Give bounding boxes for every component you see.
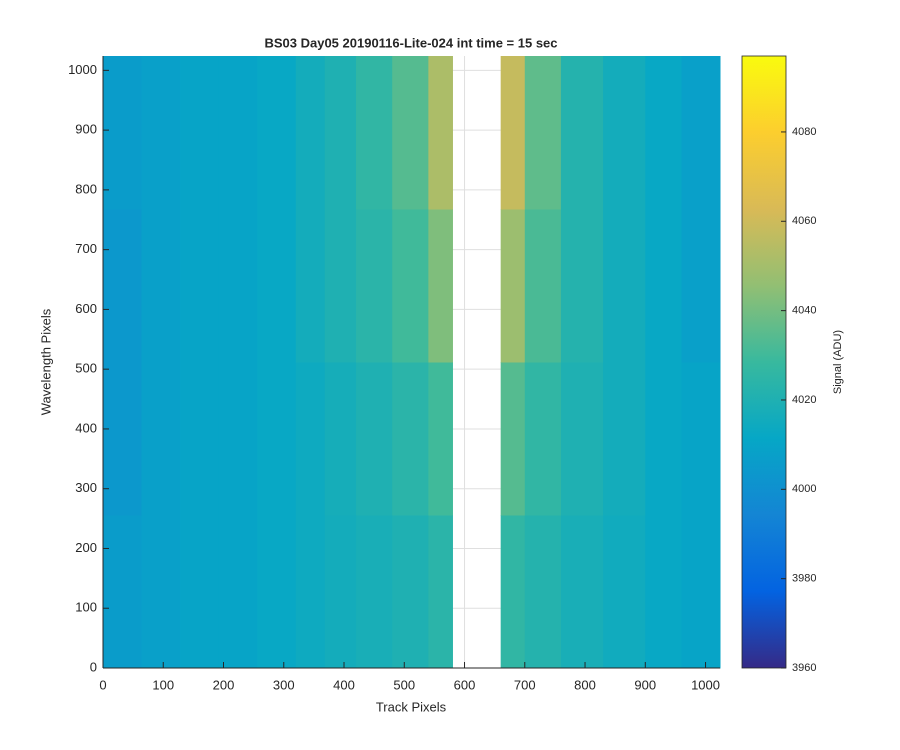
heat-cell	[356, 209, 393, 363]
heat-cell	[218, 209, 258, 363]
heat-cell	[257, 56, 297, 210]
heat-cell	[603, 56, 646, 210]
heat-cell	[428, 209, 453, 363]
heat-cell	[324, 209, 357, 363]
colorbar-tick-label: 4080	[792, 126, 816, 138]
heat-cell	[560, 56, 604, 210]
heat-cell	[560, 515, 604, 669]
colorbar	[741, 55, 787, 669]
x-tick-label: 0	[99, 677, 106, 692]
x-tick-label: 500	[393, 677, 415, 692]
heat-cell	[681, 209, 721, 363]
y-tick-label: 500	[75, 361, 97, 376]
x-tick-label: 200	[213, 677, 235, 692]
x-tick-label: 700	[514, 677, 536, 692]
heat-cell	[392, 209, 429, 363]
heat-cell	[524, 362, 562, 516]
heat-cell	[218, 515, 258, 669]
heat-cell	[681, 56, 721, 210]
heat-cell	[681, 362, 721, 516]
heat-cell	[295, 362, 326, 516]
heat-cell	[103, 362, 143, 516]
x-tick-label: 800	[574, 677, 596, 692]
heat-cell	[103, 209, 143, 363]
heat-cell	[218, 362, 258, 516]
heat-cell	[645, 515, 682, 669]
y-tick-label: 700	[75, 241, 97, 256]
heat-cell	[324, 515, 357, 669]
heat-cell	[356, 515, 393, 669]
heat-cell	[392, 362, 429, 516]
heat-cell	[356, 56, 393, 210]
heat-cell	[560, 362, 604, 516]
heat-cell	[295, 56, 326, 210]
y-tick-label: 0	[90, 659, 97, 674]
heat-cell	[560, 209, 604, 363]
heat-cell	[428, 56, 453, 210]
heat-cell	[356, 362, 393, 516]
x-axis-label: Track Pixels	[376, 699, 447, 714]
heat-cell	[218, 56, 258, 210]
heat-cell	[500, 515, 526, 669]
x-tick-label: 100	[152, 677, 174, 692]
colorbar-tick-label: 4020	[792, 394, 816, 406]
x-tick-label: 300	[273, 677, 295, 692]
heat-cell	[500, 56, 526, 210]
heat-cell	[392, 56, 429, 210]
heat-cell	[392, 515, 429, 669]
y-tick-label: 900	[75, 122, 97, 137]
heat-cell	[524, 209, 562, 363]
x-tick-label: 600	[454, 677, 476, 692]
heat-cell	[141, 515, 181, 669]
heat-cell	[180, 209, 220, 363]
heat-cell	[645, 209, 682, 363]
y-tick-label: 400	[75, 420, 97, 435]
colorbar-tick-label: 3980	[792, 573, 816, 585]
colorbar-tick-label: 4060	[792, 215, 816, 227]
heat-cell	[324, 56, 357, 210]
heat-cell	[257, 362, 297, 516]
x-tick-label: 1000	[691, 677, 720, 692]
y-axis-label: Wavelength Pixels	[38, 308, 53, 415]
heat-cell	[681, 515, 721, 669]
chart-title: BS03 Day05 20190116-Lite-024 int time = …	[264, 35, 557, 50]
x-tick-label: 400	[333, 677, 355, 692]
heat-cell	[428, 362, 453, 516]
colorbar-label: Signal (ADU)	[832, 330, 844, 394]
heat-cell	[103, 515, 143, 669]
heat-cell	[180, 515, 220, 669]
heat-cell	[103, 56, 143, 210]
heat-cell	[428, 515, 453, 669]
y-tick-label: 1000	[68, 62, 97, 77]
heat-cell	[141, 56, 181, 210]
heat-cell	[645, 56, 682, 210]
heat-cell	[645, 362, 682, 516]
heat-cell	[257, 515, 297, 669]
heat-cell	[603, 362, 646, 516]
y-tick-label: 200	[75, 540, 97, 555]
y-tick-label: 300	[75, 480, 97, 495]
heat-cell	[295, 515, 326, 669]
colorbar-tick-label: 4000	[792, 483, 816, 495]
heat-cell	[141, 362, 181, 516]
y-tick-label: 600	[75, 301, 97, 316]
heat-cell	[257, 209, 297, 363]
y-tick-label: 800	[75, 181, 97, 196]
colorbar-tick-label: 4040	[792, 305, 816, 317]
heat-cell	[500, 209, 526, 363]
heat-cell	[141, 209, 181, 363]
x-tick-label: 900	[634, 677, 656, 692]
heat-cell	[603, 209, 646, 363]
colorbar-tick-label: 3960	[792, 662, 816, 674]
heat-cell	[180, 362, 220, 516]
heat-cell	[324, 362, 357, 516]
heat-cell	[180, 56, 220, 210]
heat-cell	[603, 515, 646, 669]
heat-cell	[524, 515, 562, 669]
heat-cell	[500, 362, 526, 516]
heat-cell	[295, 209, 326, 363]
y-tick-label: 100	[75, 600, 97, 615]
heat-cell	[524, 56, 562, 210]
